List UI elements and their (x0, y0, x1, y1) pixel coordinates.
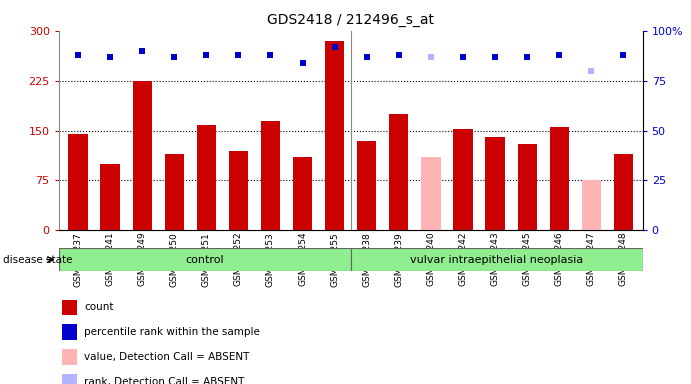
Bar (325, 41, 344, 230)
Bar (549, 127, 569, 230)
Bar (614, 154, 633, 230)
Bar (422, 157, 440, 230)
Bar (100, 164, 120, 230)
Bar (485, 137, 504, 230)
Text: count: count (84, 302, 114, 312)
Bar (164, 154, 184, 230)
Bar (68, 134, 88, 230)
Bar (197, 125, 216, 230)
Bar (229, 151, 248, 230)
Text: rank, Detection Call = ABSENT: rank, Detection Call = ABSENT (84, 377, 245, 384)
Text: control: control (185, 255, 224, 265)
Text: disease state: disease state (3, 255, 73, 265)
Bar (582, 180, 601, 230)
Bar (293, 157, 312, 230)
Bar (261, 121, 280, 230)
Bar (453, 129, 473, 230)
Bar (59, 248, 350, 271)
Bar (389, 114, 408, 230)
Bar (518, 144, 537, 230)
Bar (133, 81, 152, 230)
Title: GDS2418 / 212496_s_at: GDS2418 / 212496_s_at (267, 13, 434, 27)
Bar (350, 248, 643, 271)
Text: vulvar intraepithelial neoplasia: vulvar intraepithelial neoplasia (410, 255, 583, 265)
Text: percentile rank within the sample: percentile rank within the sample (84, 327, 261, 337)
Bar (357, 141, 377, 230)
Text: value, Detection Call = ABSENT: value, Detection Call = ABSENT (84, 352, 249, 362)
